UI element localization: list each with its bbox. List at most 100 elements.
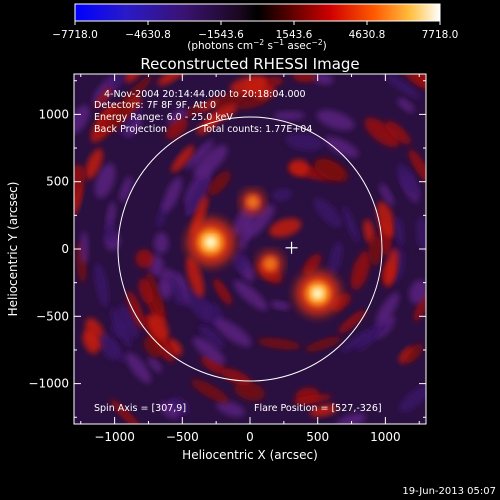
colorbar <box>74 3 441 22</box>
texture-blob <box>167 108 187 127</box>
texture-blob <box>168 275 184 306</box>
texture-blob <box>379 183 394 206</box>
x-axis-label: Heliocentric X (arcsec) <box>182 448 318 462</box>
texture-blob <box>110 399 141 424</box>
method-annotation: Back Projection <box>94 124 167 135</box>
energy-annotation: Energy Range: 6.0 - 25.0 keV <box>94 112 233 123</box>
texture-blob <box>414 287 426 322</box>
texture-blob <box>214 318 252 347</box>
texture-blob <box>409 279 426 304</box>
texture-blob <box>138 278 153 304</box>
texture-blob <box>135 249 154 268</box>
texture-blob <box>201 355 226 374</box>
texture-blob <box>171 145 195 173</box>
colorbar-tick-label: −1543.6 <box>198 29 244 41</box>
texture-blob <box>159 401 180 419</box>
y-axis-ticks: −1000 −500 0 500 1000 <box>28 80 426 418</box>
texture-blob <box>270 300 291 310</box>
texture-blob <box>229 75 267 94</box>
chart-title: Reconstructed RHESSI Image <box>140 55 359 73</box>
colorbar-tick-label: −7718.0 <box>52 29 98 41</box>
texture-blob <box>405 343 423 364</box>
texture-blob <box>385 120 411 145</box>
texture-blob <box>232 251 248 272</box>
texture-blob <box>165 118 188 140</box>
texture-blob <box>162 176 183 213</box>
texture-blob <box>80 231 89 265</box>
texture-blob <box>403 74 426 89</box>
texture-blob <box>397 97 415 113</box>
texture-blob <box>109 74 126 88</box>
texture-blob <box>186 177 210 214</box>
texture-blob <box>126 291 145 329</box>
texture-blob <box>292 394 332 405</box>
texture-blob <box>376 201 396 238</box>
texture-blob <box>110 306 132 348</box>
detectors-annotation: Detectors: 7F 8F 9F, Att 0 <box>94 100 216 111</box>
texture-blob <box>94 163 116 199</box>
texture-blob <box>147 356 162 373</box>
texture-blob <box>186 287 212 322</box>
texture-blob <box>396 164 420 197</box>
texture-blob <box>314 159 344 181</box>
texture-blob <box>368 235 383 266</box>
texture-blob <box>119 176 133 203</box>
texture-blob <box>104 222 117 243</box>
bright-sources <box>186 190 341 316</box>
texture-blob <box>183 103 204 119</box>
texture-blob <box>363 219 375 245</box>
texture-blob <box>192 337 226 365</box>
texture-blob <box>303 253 322 275</box>
texture-blob <box>269 218 302 238</box>
texture-blob <box>119 75 153 108</box>
texture-blob <box>351 251 371 290</box>
texture-blob <box>342 205 360 243</box>
texture-blob <box>123 115 142 137</box>
texture-blob <box>186 256 205 298</box>
spin-axis-marker <box>285 241 298 254</box>
texture-blob <box>213 91 245 110</box>
y-tick-label: −1000 <box>28 377 69 391</box>
source-core <box>204 235 218 249</box>
texture-blob <box>117 304 140 339</box>
x-tick-label: −1000 <box>94 430 135 444</box>
texture-blob <box>375 292 400 326</box>
colorbar-tick-label: 1543.6 <box>276 29 313 41</box>
texture-blob <box>199 325 225 349</box>
y-tick-label: 500 <box>46 175 69 189</box>
texture-blob <box>364 117 400 148</box>
texture-blob <box>193 145 228 178</box>
x-tick-label: 0 <box>246 430 254 444</box>
texture-blob <box>233 280 268 311</box>
texture-blob <box>191 379 229 403</box>
texture-blob <box>154 232 169 254</box>
colorbar-units: (photons cm−2 s−1 asec−2) <box>187 38 326 52</box>
x-tick-label: 1000 <box>370 430 401 444</box>
texture-blob <box>394 216 405 247</box>
flare-position-annotation: Flare Position = [527,-326] <box>254 403 382 414</box>
texture-blob <box>285 133 324 151</box>
texture-blob <box>207 170 231 196</box>
y-tick-label: −500 <box>36 309 69 323</box>
time-annotation: 4-Nov-2004 20:14:44.000 to 20:18:04.000 <box>104 89 306 100</box>
texture-blob <box>399 384 426 412</box>
texture-blob <box>106 201 116 230</box>
source-glow <box>246 195 260 209</box>
texture-blob <box>316 109 355 131</box>
texture-blob <box>74 164 85 205</box>
texture-blob <box>94 263 109 308</box>
texture-blob <box>257 338 301 350</box>
texture-blob <box>305 336 342 352</box>
texture-blob <box>313 198 343 228</box>
texture-blob <box>184 140 214 170</box>
texture-blob <box>271 188 292 202</box>
texture-blob <box>118 106 143 136</box>
texture-blob <box>125 352 152 384</box>
colorbar-ticks: −7718.0 −4630.8 −1543.6 1543.6 4630.8 7718.0 <box>52 21 458 41</box>
texture-blob <box>85 148 103 180</box>
texture-blob <box>197 98 219 113</box>
texture-blob <box>340 329 372 353</box>
colorbar-tick-label: 7718.0 <box>422 29 459 41</box>
x-tick-label: −500 <box>166 430 199 444</box>
